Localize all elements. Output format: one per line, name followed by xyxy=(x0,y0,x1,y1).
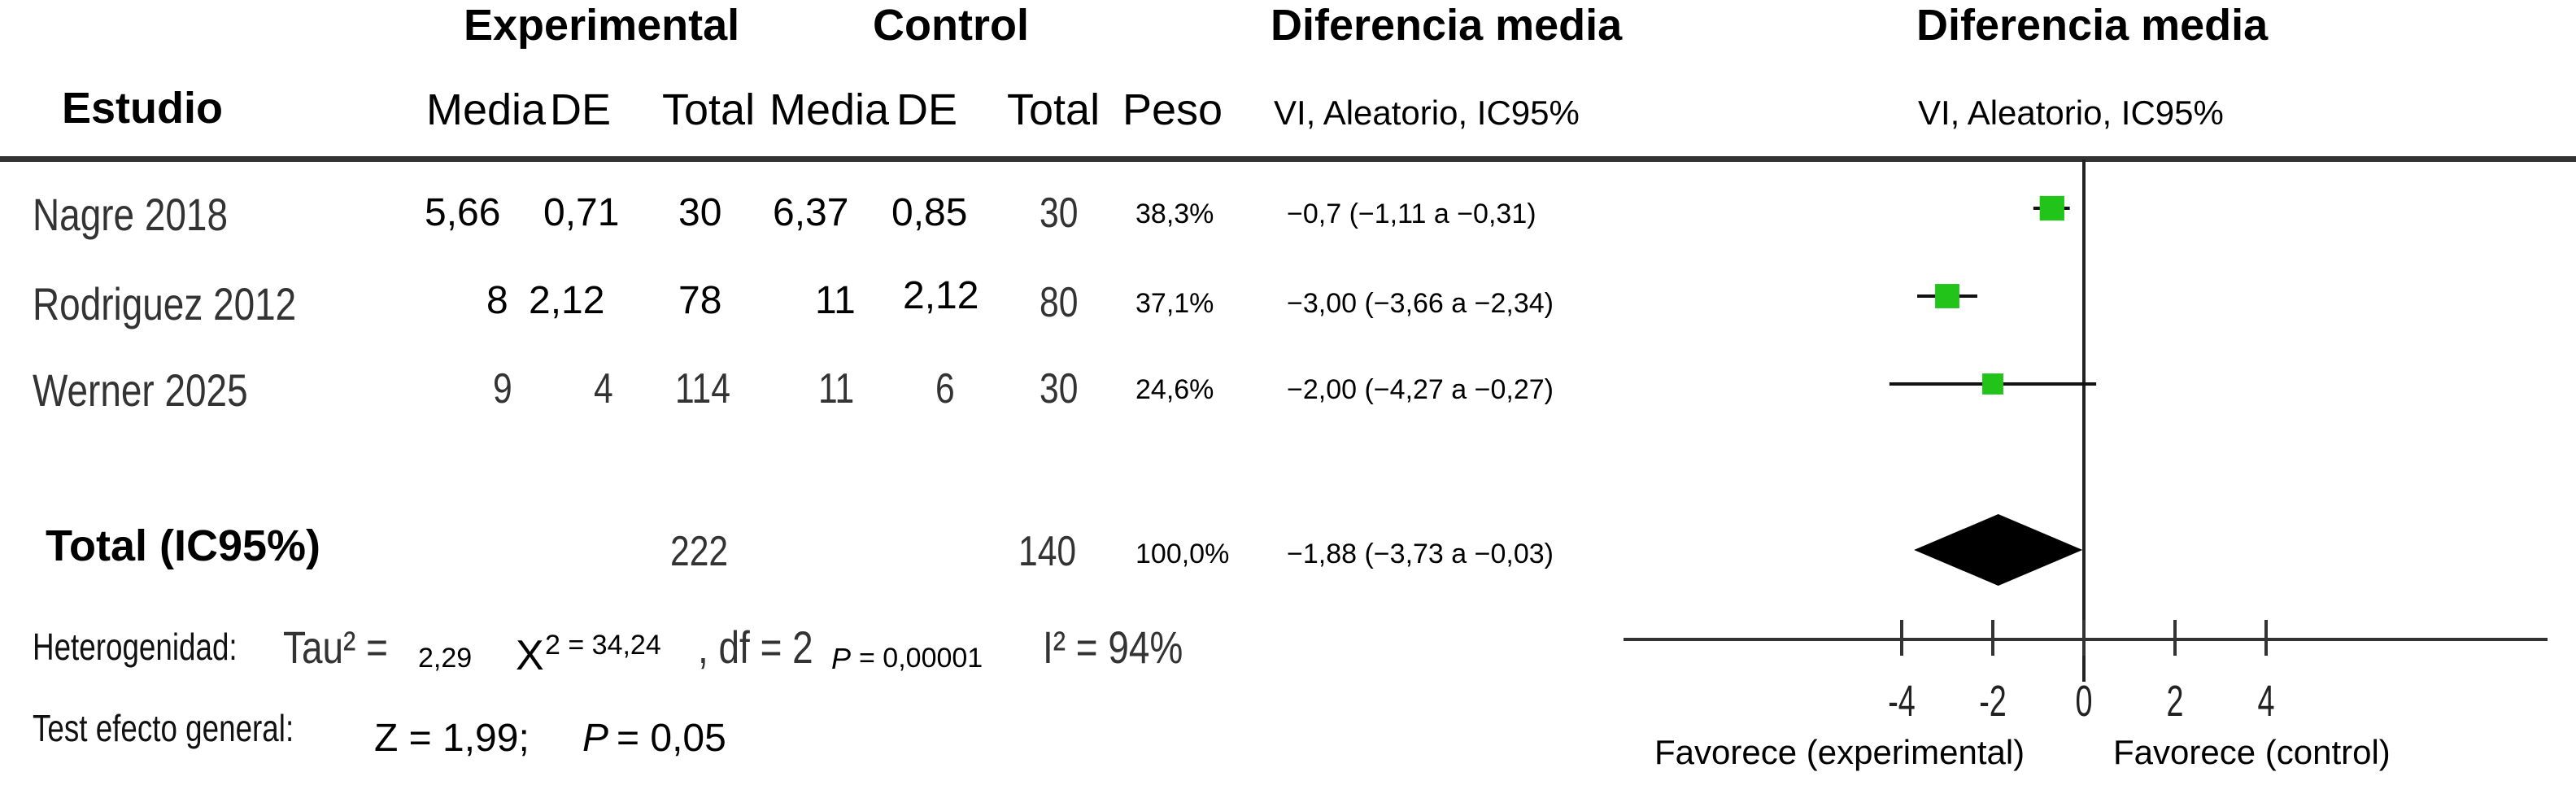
exp-total: 78 xyxy=(678,279,722,322)
ctl-total: 30 xyxy=(1040,365,1079,412)
control-header: Control xyxy=(873,1,1029,50)
study-name: Nagre 2018 xyxy=(33,189,228,240)
study-weight: 38,3% xyxy=(1135,198,1214,229)
overall-effect-label: Test efecto general: xyxy=(33,707,294,749)
exp-de-header: DE xyxy=(550,85,612,134)
total-ctl: 140 xyxy=(1018,528,1077,575)
header-divider xyxy=(0,156,2576,162)
z-value: Z = 1,99; xyxy=(374,717,530,760)
total-ci: −1,88 (−3,73 a −0,03) xyxy=(1287,539,1554,569)
study-ci: −3,00 (−3,66 a −2,34) xyxy=(1287,288,1554,319)
weight-header: Peso xyxy=(1122,85,1223,134)
tau-label: Tau² = xyxy=(283,622,388,673)
study-ci: −0,7 (−1,11 a −0,31) xyxy=(1287,198,1536,229)
diff-column-header: Diferencia media xyxy=(1271,1,1623,50)
exp-total: 30 xyxy=(678,191,722,234)
favours-experimental-label: Favorece (experimental) xyxy=(1654,733,2025,771)
method-column-header: VI, Aleatorio, IC95% xyxy=(1274,94,1580,132)
x-tick-label: -4 xyxy=(1888,676,1916,725)
ctl-total: 80 xyxy=(1040,279,1079,326)
method-plot-header: VI, Aleatorio, IC95% xyxy=(1918,94,2224,132)
x-tick-label: 0 xyxy=(2075,676,2092,725)
exp-total-header: Total xyxy=(662,85,756,134)
exp-media-header: Media xyxy=(426,85,547,134)
diff-plot-header: Diferencia media xyxy=(1916,1,2269,50)
exp-total: 114 xyxy=(675,365,730,412)
chi-symbol: X xyxy=(516,632,544,679)
heterogeneity-label: Heterogenidad: xyxy=(33,626,238,668)
ctl-de-header: DE xyxy=(896,85,958,134)
study-weight: 37,1% xyxy=(1135,288,1214,319)
study-name: Werner 2025 xyxy=(33,364,248,416)
study-marker xyxy=(1935,284,1959,308)
exp-sd: 0,71 xyxy=(543,191,620,234)
ctl-sd: 0,85 xyxy=(891,191,968,234)
study-marker xyxy=(1982,373,2003,395)
study-marker xyxy=(2039,195,2064,221)
ctl-sd: 2,12 xyxy=(903,274,979,317)
tau-value: 2,29 xyxy=(418,643,473,674)
het-p-label: P xyxy=(831,642,852,675)
study-ci: −2,00 (−4,27 a −0,27) xyxy=(1287,374,1554,405)
favours-control-label: Favorece (control) xyxy=(2113,733,2391,771)
study-header: Estudio xyxy=(62,84,223,133)
x-tick-label: 2 xyxy=(2166,676,2183,725)
study-weight: 24,6% xyxy=(1135,374,1214,405)
total-label: Total (IC95%) xyxy=(46,521,321,570)
exp-mean: 9 xyxy=(493,365,512,412)
x-tick-label: 4 xyxy=(2257,676,2274,725)
chi-value: 2 = 34,24 xyxy=(545,630,661,661)
exp-sd: 2,12 xyxy=(529,279,605,322)
overall-p-label: P xyxy=(582,717,609,760)
ctl-total-header: Total xyxy=(1007,85,1101,134)
total-weight: 100,0% xyxy=(1135,539,1230,569)
ctl-mean: 11 xyxy=(815,279,856,322)
experimental-header: Experimental xyxy=(464,1,740,50)
study-name: Rodriguez 2012 xyxy=(33,278,297,329)
het-p-value: = 0,00001 xyxy=(859,643,983,674)
exp-mean: 8 xyxy=(486,279,508,322)
ctl-sd: 6 xyxy=(935,365,955,412)
ctl-mean: 11 xyxy=(818,365,855,412)
ctl-mean: 6,37 xyxy=(773,191,849,234)
x-tick-label: -2 xyxy=(1979,676,2007,725)
ctl-total: 30 xyxy=(1040,190,1079,237)
exp-mean: 5,66 xyxy=(425,191,501,234)
overall-p-value: = 0,05 xyxy=(617,717,726,760)
ctl-media-header: Media xyxy=(769,85,890,134)
exp-sd: 4 xyxy=(594,365,613,412)
i2-value: I² = 94% xyxy=(1043,622,1183,673)
pooled-diamond xyxy=(1914,514,2083,586)
df-value: , df = 2 xyxy=(698,622,813,673)
total-exp: 222 xyxy=(670,528,729,575)
